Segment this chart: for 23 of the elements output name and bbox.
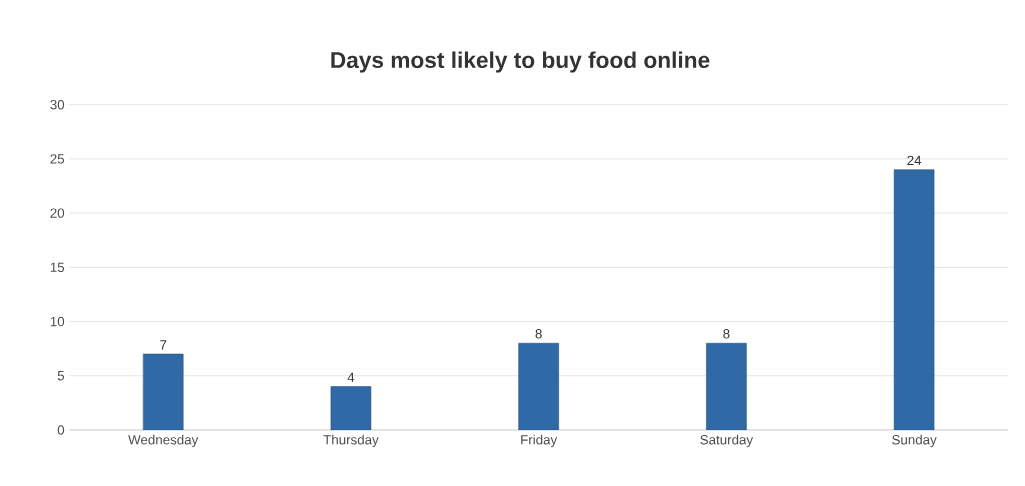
data-label: 8: [723, 329, 730, 339]
data-label: 8: [535, 329, 542, 339]
bar: [142, 353, 184, 430]
y-tick-label: 0: [57, 425, 65, 435]
bar: [330, 386, 372, 430]
x-tick-label: Thursday: [323, 434, 379, 448]
y-tick-label: 25: [50, 154, 65, 164]
y-tick-label: 15: [50, 262, 65, 272]
data-label: 7: [160, 340, 167, 350]
data-label: 24: [907, 155, 922, 166]
x-tick-label: Wednesday: [128, 434, 199, 448]
y-tick-label: 5: [57, 371, 65, 381]
chart-title: Days most likely to buy food online: [331, 51, 710, 73]
x-tick-label: Saturday: [700, 434, 754, 448]
y-tick-label: 10: [50, 316, 65, 327]
x-tick-label: Friday: [521, 434, 558, 448]
y-tick-label: 30: [50, 99, 65, 110]
y-tick-label: 20: [50, 208, 65, 218]
data-label: 4: [347, 372, 355, 382]
bar: [706, 342, 747, 430]
x-tick-label: Sunday: [892, 434, 937, 448]
bar: [893, 169, 935, 430]
bar: [518, 342, 559, 430]
